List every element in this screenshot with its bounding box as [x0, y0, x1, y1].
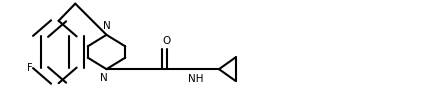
Text: O: O — [163, 36, 171, 46]
Text: N: N — [102, 21, 110, 31]
Text: F: F — [27, 63, 33, 73]
Text: NH: NH — [188, 74, 204, 84]
Text: N: N — [100, 73, 108, 83]
